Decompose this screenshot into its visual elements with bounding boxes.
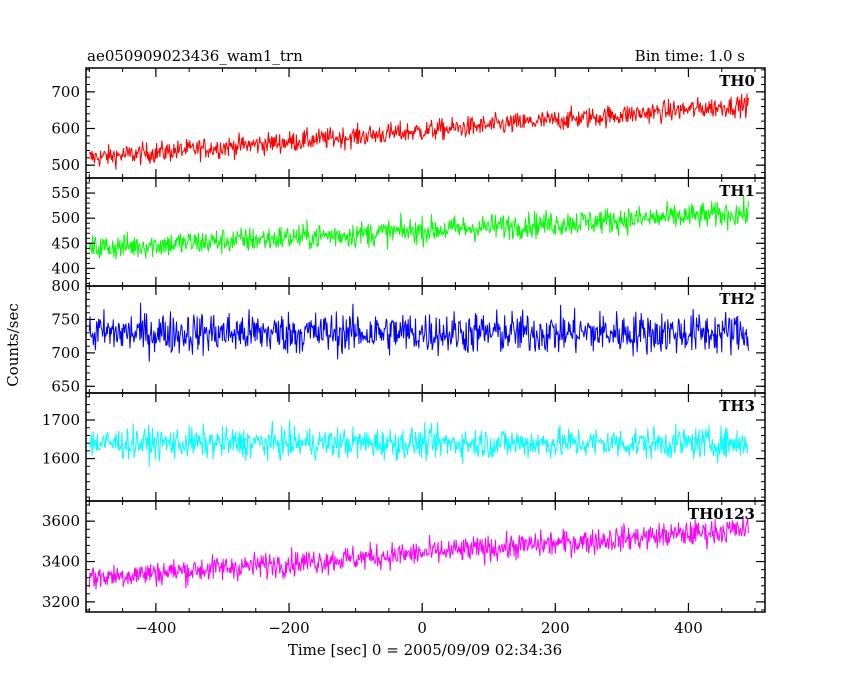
x-tick-label: −200 (268, 619, 309, 637)
panel-th3: 1600 1700 TH3 (42, 392, 766, 502)
x-axis-label: Time [sec] 0 = 2005/09/09 02:34:36 (288, 641, 562, 659)
x-tick-label: 0 (417, 619, 427, 637)
series-line-th2 (88, 302, 749, 362)
y-tick-label: 650 (51, 377, 80, 395)
panel-frame (85, 500, 766, 613)
panel-th2: 650 700 750 800 TH2 (51, 277, 766, 395)
y-tick-label: 3200 (42, 593, 80, 611)
panel-label-th3: TH3 (719, 397, 755, 415)
y-tick-label: 400 (51, 259, 80, 277)
y-axis-label: Counts/sec (4, 303, 22, 387)
panel-label-th0: TH0 (719, 72, 755, 90)
panel-label-th1: TH1 (719, 182, 755, 200)
panel-th1: 400 450 500 550 TH1 (51, 177, 766, 287)
bin-time-label: Bin time: 1.0 s (635, 47, 745, 65)
y-tick-label: 800 (51, 277, 80, 295)
series-line-th0123 (88, 516, 749, 590)
panels-group: 500 600 700 TH0 400 450 500 550 TH1 650 700 750 800 T… (42, 67, 766, 637)
panel-label-th0123: TH0123 (688, 505, 755, 523)
y-tick-label: 1600 (42, 450, 80, 468)
y-tick-label: 450 (51, 234, 80, 252)
chart-title: ae050909023436_wam1_trn (87, 47, 303, 65)
x-tick-label: 400 (674, 619, 703, 637)
y-tick-label: 3400 (42, 553, 80, 571)
y-tick-label: 700 (51, 344, 80, 362)
y-tick-label: 500 (51, 209, 80, 227)
y-tick-label: 750 (51, 310, 80, 328)
panel-label-th2: TH2 (719, 290, 755, 308)
series-line-th0 (88, 93, 749, 170)
x-tick-label: −400 (135, 619, 176, 637)
y-tick-label: 500 (51, 156, 80, 174)
y-tick-label: 550 (51, 184, 80, 202)
y-tick-label: 1700 (42, 411, 80, 429)
series-line-th1 (88, 194, 749, 260)
y-tick-label: 700 (51, 83, 80, 101)
x-tick-label: 200 (541, 619, 570, 637)
panel-th0: 500 600 700 TH0 (51, 67, 766, 179)
panel-th0123: 3200 3400 3600 TH0123 −400 −200 0 200 400 (42, 500, 766, 637)
y-tick-label: 600 (51, 120, 80, 138)
series-line-th3 (88, 419, 749, 467)
y-tick-label: 3600 (42, 512, 80, 530)
panel-frame (85, 67, 766, 179)
